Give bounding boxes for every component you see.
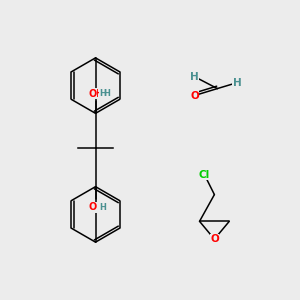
Text: H: H <box>99 89 106 98</box>
Text: O: O <box>190 91 199 100</box>
Text: H: H <box>233 78 242 88</box>
Text: H: H <box>190 72 199 82</box>
Text: O: O <box>210 234 219 244</box>
Text: H: H <box>103 89 110 98</box>
Text: O: O <box>88 88 97 98</box>
Text: H: H <box>99 203 106 212</box>
Text: O: O <box>88 202 97 212</box>
Text: OH: OH <box>87 88 104 98</box>
Text: Cl: Cl <box>199 170 210 180</box>
